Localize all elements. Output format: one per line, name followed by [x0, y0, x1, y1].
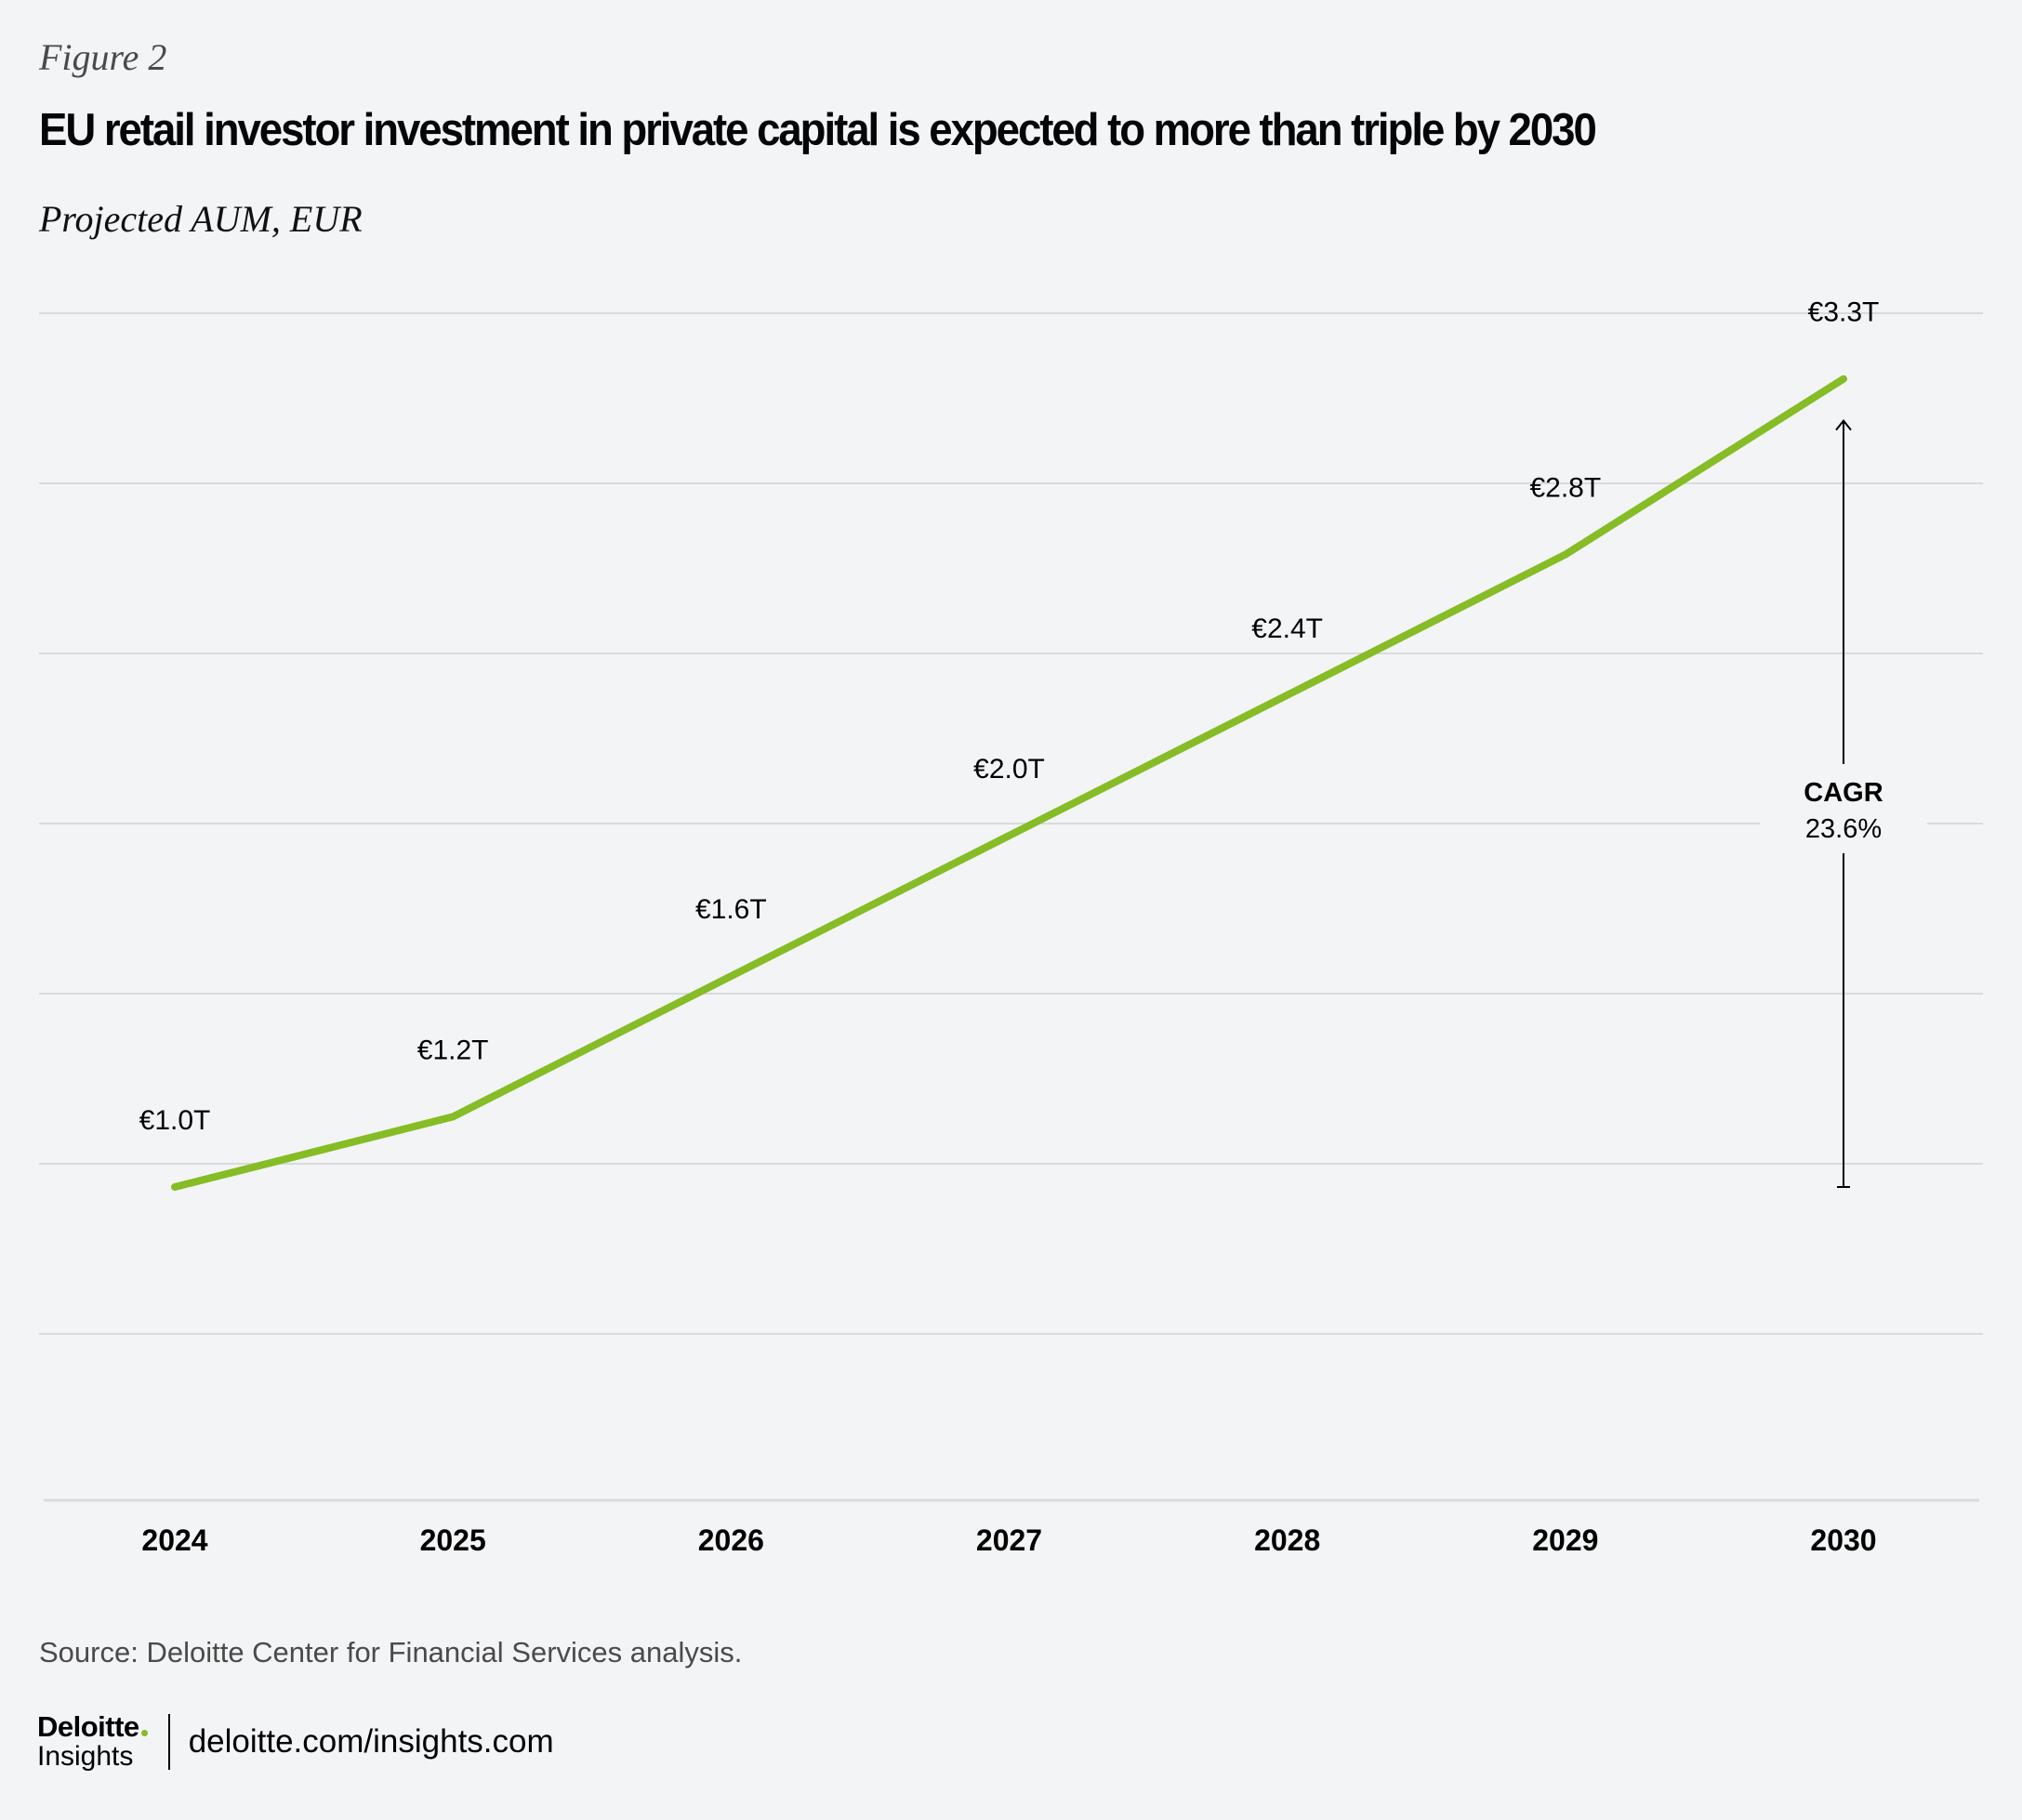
x-tick-label: 2026	[698, 1523, 764, 1557]
data-label: €1.6T	[695, 894, 767, 925]
data-label: €1.0T	[139, 1105, 211, 1136]
gridlines	[39, 312, 1983, 1502]
source-note: Source: Deloitte Center for Financial Se…	[39, 1636, 743, 1668]
x-tick-label: 2025	[420, 1523, 486, 1557]
logo-dot-icon	[140, 1730, 148, 1736]
footer-url-link[interactable]: deloitte.com/insights.com	[188, 1722, 554, 1760]
data-label: €2.4T	[1251, 613, 1323, 644]
data-label: €2.0T	[973, 754, 1045, 785]
logo-secondary: Insights	[37, 1741, 134, 1772]
footer-divider	[167, 1713, 170, 1770]
x-tick-label: 2029	[1532, 1523, 1598, 1557]
figure-label: Figure 2	[39, 36, 167, 78]
chart-title: EU retail investor investment in private…	[39, 105, 1597, 155]
arrow-up-icon	[1835, 418, 1852, 431]
x-tick-label: 2030	[1810, 1523, 1876, 1557]
cagr-value: 23.6%	[1805, 814, 1882, 844]
footer: Deloitte Insights deloitte.com/insights.…	[37, 1712, 554, 1771]
line-chart: CAGR 23.6% €1.0T €1.2T €1.6T €2.0T €2.4T €2.8T…	[39, 297, 1983, 1557]
chart-subtitle: Projected AUM, EUR	[39, 198, 363, 240]
x-axis-labels: 2024 2025 2026 2027 2028 2029 2030	[141, 1523, 1876, 1557]
cagr-label-background	[1760, 755, 1927, 848]
logo-primary: Deloitte	[37, 1710, 139, 1743]
data-label: €2.8T	[1529, 473, 1601, 504]
x-tick-label: 2027	[976, 1523, 1042, 1557]
x-tick-label: 2024	[141, 1523, 207, 1557]
data-label: €1.2T	[417, 1035, 489, 1065]
data-label: €3.3T	[1808, 297, 1880, 328]
cagr-annotation: CAGR 23.6%	[1760, 418, 1927, 1188]
x-tick-label: 2028	[1254, 1523, 1320, 1557]
value-labels: €1.0T €1.2T €1.6T €2.0T €2.4T €2.8T €3.3T	[139, 297, 1880, 1188]
deloitte-insights-logo: Deloitte Insights	[37, 1712, 148, 1771]
cagr-title: CAGR	[1804, 778, 1883, 808]
